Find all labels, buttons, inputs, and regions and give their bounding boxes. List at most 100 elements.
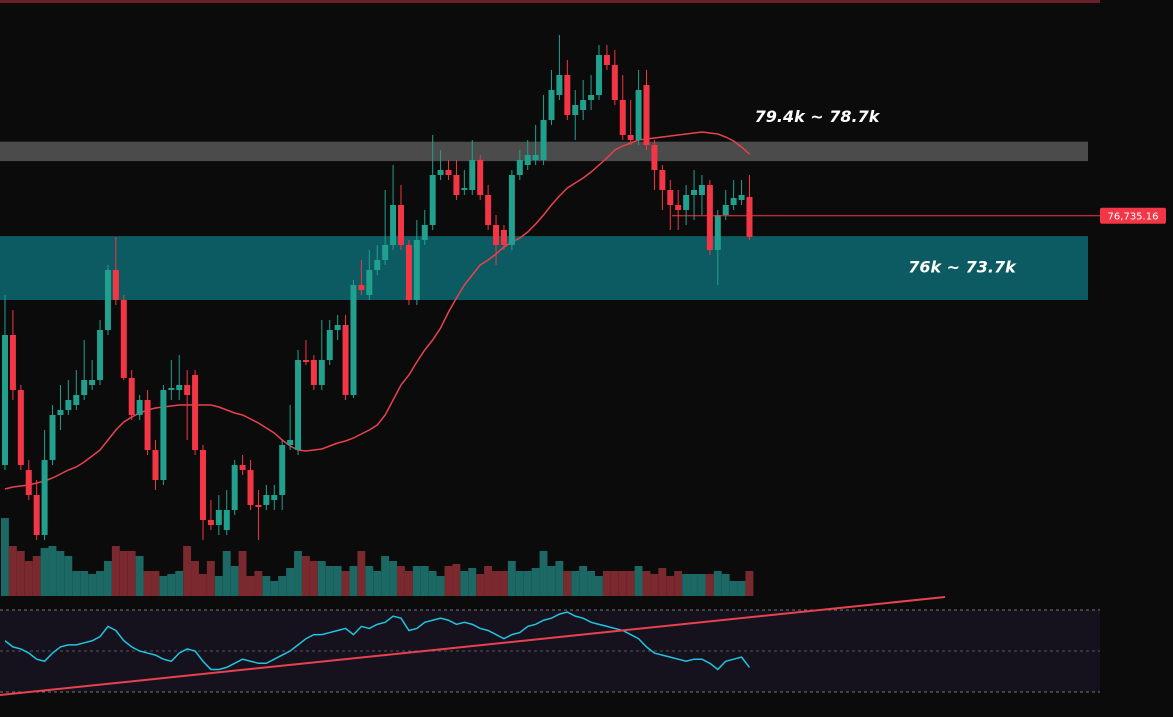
volume-bar <box>381 556 390 596</box>
candle-body <box>366 270 373 295</box>
candle-body <box>168 388 175 390</box>
candle-body <box>540 120 547 160</box>
volume-bar <box>404 571 413 596</box>
candle-body <box>334 325 341 330</box>
volume-bar <box>246 576 255 596</box>
volume-bar <box>151 571 160 596</box>
volume-bar <box>634 566 643 596</box>
candle-body <box>89 380 96 385</box>
volume-bar <box>484 566 493 596</box>
candle-body <box>588 95 595 100</box>
candle-body <box>659 170 666 190</box>
volume-bar <box>349 566 358 596</box>
volume-bar <box>294 551 302 596</box>
candle-body <box>215 510 222 525</box>
candle-body <box>318 360 325 385</box>
candle-body <box>358 285 365 290</box>
candle-body <box>374 260 381 270</box>
candle-body <box>651 145 658 170</box>
volume-bar <box>1 518 9 596</box>
candle-body <box>231 465 238 510</box>
volume-bar <box>309 561 318 596</box>
candle-body <box>580 100 587 110</box>
candle-body <box>279 445 286 495</box>
volume-bar <box>452 564 461 596</box>
volume-bar <box>587 571 595 596</box>
volume-bar <box>436 576 445 596</box>
candle-body <box>500 230 507 245</box>
rsi-trendline <box>0 596 946 696</box>
candle-body <box>683 195 690 210</box>
volume-bar <box>206 561 215 596</box>
candle-body <box>635 90 642 140</box>
candle-body <box>429 175 436 225</box>
volume-bar <box>88 574 97 596</box>
volume-bar <box>642 571 651 596</box>
volume-bar <box>373 571 382 596</box>
volume-bar <box>8 546 17 596</box>
candle-body <box>97 330 104 380</box>
volume-bar <box>468 568 477 596</box>
volume-bar <box>397 566 405 596</box>
candle-body <box>302 360 309 362</box>
candle-body <box>445 170 452 175</box>
candle-body <box>524 155 531 165</box>
volume-bar <box>602 571 611 596</box>
candle-body <box>508 175 515 245</box>
volume-bar <box>420 566 429 596</box>
volume-bar <box>571 571 580 596</box>
volume-bar <box>254 571 263 596</box>
volume-bar <box>737 581 746 596</box>
volume-bar <box>103 561 112 596</box>
volume-bar <box>523 571 532 596</box>
volume-bar <box>127 551 136 596</box>
volume-bar <box>539 551 548 596</box>
candle-body <box>184 385 191 395</box>
volume-bar <box>278 576 287 596</box>
volume-bar <box>666 576 675 596</box>
candle-body <box>398 205 404 245</box>
volume-bar <box>32 556 41 596</box>
volume-bar <box>167 574 176 596</box>
volume-bar <box>199 574 207 596</box>
candle-body <box>382 245 389 260</box>
candle-body <box>421 225 428 240</box>
volume-bar <box>682 574 691 596</box>
volume-bar <box>650 574 659 596</box>
volume-bar <box>563 571 572 596</box>
volume-bar <box>341 571 350 596</box>
candle-body <box>548 90 555 120</box>
volume-bar <box>48 546 57 596</box>
candle-body <box>603 55 610 65</box>
volume-bar <box>56 551 65 596</box>
candle-body <box>675 205 682 210</box>
volume-bar <box>175 571 184 596</box>
candle-body <box>611 65 618 100</box>
volume-bar <box>713 571 722 596</box>
volume-bar <box>40 548 49 596</box>
volume-bar <box>357 551 366 596</box>
candle-body <box>207 520 214 525</box>
candle-body <box>706 185 713 250</box>
candle-body <box>25 470 32 495</box>
candle-body <box>263 495 270 505</box>
volume-bar <box>476 574 485 596</box>
candle-body <box>461 188 468 190</box>
volume-bar <box>286 568 295 596</box>
candle-body <box>33 495 40 535</box>
volume-bar <box>658 568 667 596</box>
candle-body <box>152 450 159 480</box>
candle-body <box>413 240 420 300</box>
volume-bar <box>301 556 310 596</box>
volume-bar <box>183 546 192 596</box>
price-label-box <box>1100 207 1166 224</box>
candle-body <box>271 495 278 500</box>
volume-bar <box>705 574 714 596</box>
candle-body <box>493 225 500 245</box>
candle-body <box>643 85 650 145</box>
volume-bar <box>238 551 247 596</box>
volume-bar <box>72 571 81 596</box>
volume-bar <box>80 571 89 596</box>
volume-bar <box>214 576 223 596</box>
